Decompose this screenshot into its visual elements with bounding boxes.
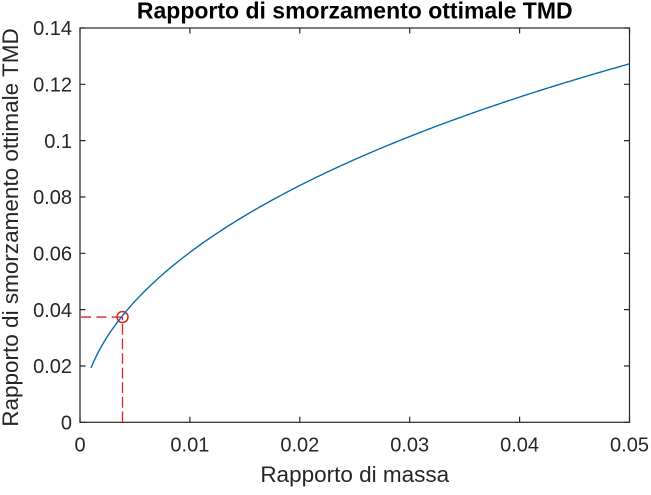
svg-text:Rapporto di smorzamento ottima: Rapporto di smorzamento ottimale TMD xyxy=(0,28,23,427)
svg-text:0: 0 xyxy=(61,413,72,435)
svg-text:0.06: 0.06 xyxy=(33,244,72,266)
svg-text:0.01: 0.01 xyxy=(170,435,209,457)
svg-text:Rapporto di massa: Rapporto di massa xyxy=(260,462,449,487)
svg-text:0.08: 0.08 xyxy=(33,187,72,209)
svg-text:0.14: 0.14 xyxy=(33,18,72,40)
svg-text:0.03: 0.03 xyxy=(390,435,429,457)
svg-text:0.1: 0.1 xyxy=(44,131,72,153)
svg-text:0.02: 0.02 xyxy=(33,356,72,378)
svg-text:0.12: 0.12 xyxy=(33,75,72,97)
svg-text:0.02: 0.02 xyxy=(280,435,319,457)
svg-text:0: 0 xyxy=(74,435,85,457)
svg-text:0.04: 0.04 xyxy=(500,435,539,457)
svg-text:0.04: 0.04 xyxy=(33,300,72,322)
svg-text:0.05: 0.05 xyxy=(610,435,649,457)
svg-text:Rapporto di smorzamento ottima: Rapporto di smorzamento ottimale TMD xyxy=(137,0,573,24)
